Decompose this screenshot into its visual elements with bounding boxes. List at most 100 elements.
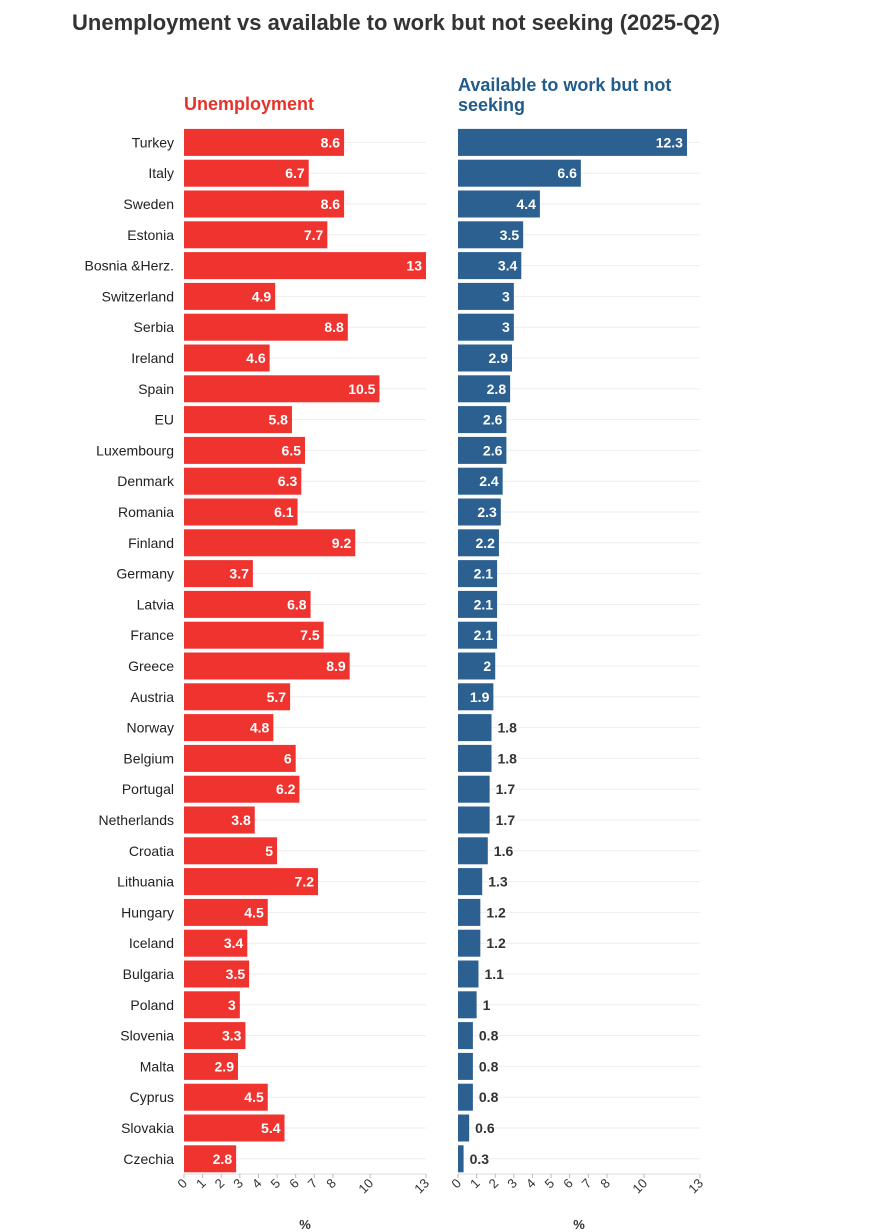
- unemployment-bar: [184, 898, 268, 926]
- unemployment-bar: [184, 590, 311, 618]
- available-tick-label: 1: [467, 1176, 483, 1192]
- unemployment-value-label: 8.9: [326, 658, 346, 674]
- unemployment-value-label: 3.3: [222, 1028, 242, 1044]
- available-tick-label: 3: [504, 1176, 520, 1192]
- category-label: Slovenia: [120, 1028, 174, 1044]
- unemployment-value-label: 8.8: [324, 319, 344, 335]
- available-value-label: 1.9: [470, 689, 490, 705]
- category-label: Finland: [128, 535, 174, 551]
- unemployment-value-label: 5.4: [261, 1120, 281, 1136]
- category-label: Denmark: [117, 473, 175, 489]
- available-bar: [458, 190, 540, 218]
- available-value-label: 1.6: [494, 843, 514, 859]
- unemployment-bar: [184, 775, 300, 803]
- available-value-label: 2.1: [474, 627, 494, 643]
- available-bar: [458, 375, 511, 403]
- available-value-label: 0.3: [470, 1151, 490, 1167]
- unemployment-tick-label: 0: [174, 1176, 190, 1192]
- available-bar: [458, 652, 496, 680]
- unemployment-value-label: 4.9: [252, 288, 272, 304]
- available-bar: [458, 929, 481, 957]
- category-label: Czechia: [123, 1151, 174, 1167]
- unemployment-bar: [184, 960, 250, 988]
- unemployment-bar: [184, 313, 348, 341]
- unemployment-bar: [184, 190, 345, 218]
- available-value-label: 1: [483, 997, 491, 1013]
- unemployment-bar: [184, 436, 305, 464]
- available-bar: [458, 1145, 464, 1173]
- available-value-label: 2.6: [483, 412, 503, 428]
- unemployment-value-label: 2.9: [215, 1058, 235, 1074]
- unemployment-bar: [184, 1114, 285, 1142]
- unemployment-bar: [184, 1022, 246, 1050]
- unemployment-value-label: 5: [265, 843, 273, 859]
- category-label: Turkey: [132, 134, 174, 150]
- available-value-label: 2.8: [487, 381, 507, 397]
- unemployment-bar: [184, 282, 276, 310]
- category-label: Hungary: [121, 904, 174, 920]
- unemployment-value-label: 7.5: [300, 627, 320, 643]
- category-label: Spain: [138, 381, 174, 397]
- unemployment-bar: [184, 837, 278, 865]
- available-bar: [458, 128, 687, 156]
- unemployment-value-label: 9.2: [332, 535, 352, 551]
- unemployment-tick-label: 8: [323, 1176, 339, 1192]
- unemployment-value-label: 6.3: [278, 473, 298, 489]
- category-label: Latvia: [137, 596, 175, 612]
- unemployment-value-label: 4.6: [246, 350, 266, 366]
- unemployment-tick-label: 1: [193, 1176, 209, 1192]
- available-bar: [458, 868, 483, 896]
- unemployment-value-label: 3.8: [231, 812, 251, 828]
- unemployment-bar: [184, 714, 274, 742]
- available-tick-label: 6: [560, 1176, 576, 1192]
- unemployment-bar: [184, 159, 309, 187]
- available-value-label: 0.8: [479, 1058, 499, 1074]
- category-label: Bulgaria: [123, 966, 175, 982]
- category-label: Luxembourg: [96, 442, 174, 458]
- unemployment-bar: [184, 744, 296, 772]
- available-value-label: 2.1: [474, 566, 494, 582]
- available-value-label: 1.3: [488, 874, 508, 890]
- category-label: Serbia: [134, 319, 175, 335]
- available-value-label: 3.5: [500, 227, 520, 243]
- unemployment-value-label: 6.8: [287, 596, 307, 612]
- available-value-label: 1.7: [496, 812, 516, 828]
- available-value-label: 2.6: [483, 442, 503, 458]
- unemployment-value-label: 6.2: [276, 781, 296, 797]
- unemployment-value-label: 10.5: [348, 381, 375, 397]
- available-value-label: 6.6: [557, 165, 577, 181]
- category-label: Malta: [140, 1058, 174, 1074]
- category-label: Austria: [130, 689, 174, 705]
- unemployment-bar: [184, 991, 240, 1019]
- category-label: Greece: [128, 658, 174, 674]
- available-bar: [458, 1114, 470, 1142]
- unemployment-value-label: 6: [284, 750, 292, 766]
- unemployment-bar: [184, 1145, 237, 1173]
- category-label: Romania: [118, 504, 174, 520]
- unemployment-bar: [184, 128, 345, 156]
- available-bar: [458, 529, 499, 557]
- category-label: Netherlands: [99, 812, 175, 828]
- unemployment-panel-title: Unemployment: [184, 94, 315, 114]
- available-bar: [458, 252, 522, 280]
- unemployment-bar: [184, 498, 298, 526]
- available-bar: [458, 498, 501, 526]
- available-bar: [458, 621, 498, 649]
- unemployment-bar: [184, 406, 292, 434]
- available-value-label: 2.4: [479, 473, 499, 489]
- available-bar: [458, 282, 514, 310]
- unemployment-value-label: 7.2: [295, 874, 315, 890]
- available-bar: [458, 1083, 473, 1111]
- available-tick-label: 4: [523, 1176, 539, 1192]
- available-bar: [458, 991, 477, 1019]
- unemployment-bar: [184, 1083, 268, 1111]
- available-value-label: 1.8: [498, 750, 518, 766]
- available-value-label: 2.2: [475, 535, 495, 551]
- unemployment-tick-label: 2: [212, 1176, 228, 1192]
- category-label: Italy: [148, 165, 174, 181]
- available-value-label: 0.8: [479, 1028, 499, 1044]
- unemployment-value-label: 5.8: [269, 412, 289, 428]
- available-bar: [458, 1052, 473, 1080]
- category-label: Belgium: [123, 750, 174, 766]
